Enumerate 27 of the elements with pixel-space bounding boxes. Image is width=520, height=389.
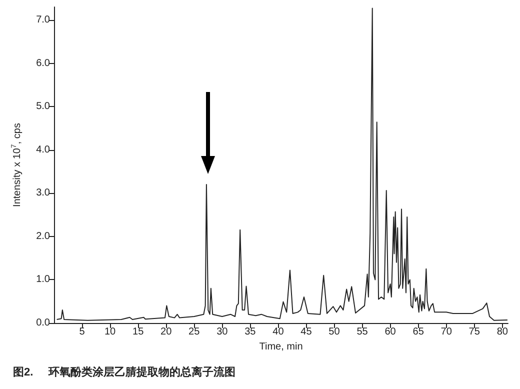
x-tick-label: 80 [496,326,508,338]
x-tick-label: 35 [244,326,256,338]
x-tick-label: 40 [272,326,284,338]
text: 图2. 环氧酚类涂层乙腈提取物的总离子流图 [13,366,236,378]
x-tick-label: 50 [328,326,340,338]
y-tick-label: 1.0 [36,274,50,286]
x-tick-label: 65 [412,326,424,338]
x-tick-label: 55 [356,326,368,338]
y-tick-label: 2.0 [36,230,50,242]
x-axis-title: Time, min [259,341,303,352]
x-tick-label: 75 [468,326,480,338]
y-tick-label: 3.0 [36,188,50,199]
x-tick-label: 70 [440,326,452,338]
x-tick-label: 20 [160,326,172,338]
y-tick-label: 4.0 [36,144,50,156]
x-tick-label: 25 [188,326,200,338]
y-tick-label: 0.0 [36,318,50,328]
y-tick-label: 5.0 [36,101,50,112]
x-tick-label: 60 [384,326,396,338]
x-tick-label: 5 [79,326,86,338]
x-tick-label: 30 [216,326,228,338]
y-tick-label: 7.0 [36,14,50,26]
x-tick-label: 45 [300,326,312,338]
y-tick-label: 6.0 [36,58,50,69]
line-series [56,8,508,321]
x-tick-label: 15 [132,326,144,338]
x-tick-label: 10 [104,326,116,338]
